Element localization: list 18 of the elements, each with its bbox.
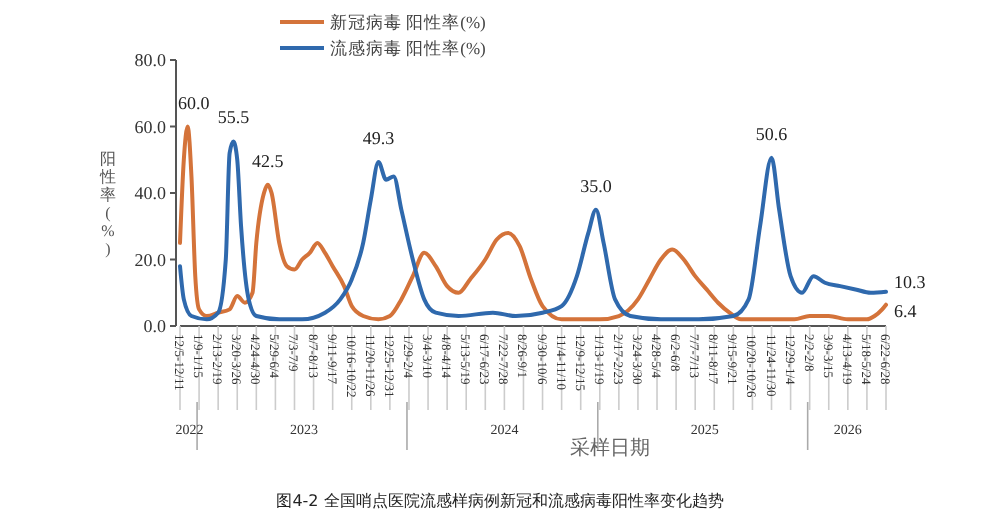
- y-tick-label: 60.0: [134, 116, 167, 137]
- y-tick-label: 20.0: [134, 249, 167, 270]
- y-tick-label: 0.0: [143, 316, 167, 336]
- y-axis-title: 阳性率(%): [98, 150, 116, 258]
- text: 图4-2 全国哨点医院流感样病例新冠和流感病毒阳性率变化趋势: [276, 492, 724, 510]
- y-tick-label: 40.0: [134, 183, 167, 203]
- legend-label: 新冠病毒 阳性率(%): [330, 12, 487, 32]
- x-axis-title: 采样日期: [570, 436, 650, 460]
- y-tick-label: 80.0: [134, 50, 167, 70]
- data-label: 10.3: [894, 271, 927, 292]
- data-label: 50.6: [755, 123, 789, 144]
- data-label: 35.0: [580, 175, 613, 196]
- data-label: 6.4: [894, 300, 918, 321]
- data-label: 49.3: [362, 128, 396, 149]
- legend-label: 流感病毒 阳性率(%): [330, 38, 487, 58]
- data-label: 55.5: [217, 107, 251, 128]
- data-label: 60.0: [177, 92, 211, 113]
- data-label: 42.5: [252, 150, 285, 171]
